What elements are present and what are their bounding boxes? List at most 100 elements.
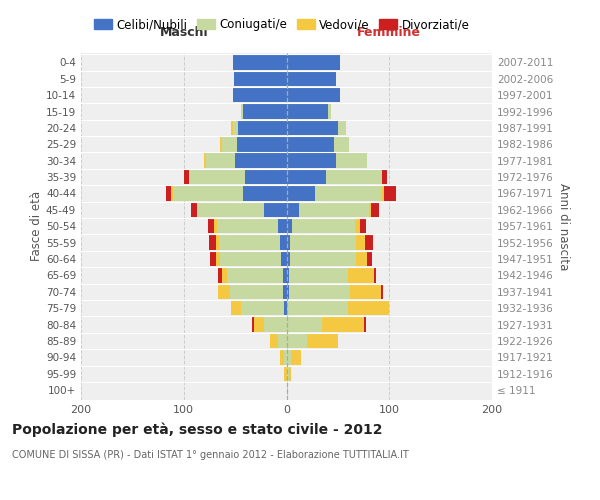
Bar: [215, 236, 218, 250]
Bar: [287, 268, 289, 282]
Bar: [367, 252, 372, 266]
Bar: [287, 252, 290, 266]
Bar: [369, 202, 371, 217]
Bar: [322, 318, 364, 332]
Bar: [218, 268, 222, 282]
Bar: [218, 284, 230, 299]
Bar: [217, 219, 278, 234]
Bar: [289, 284, 350, 299]
Bar: [278, 219, 287, 234]
Bar: [284, 366, 287, 381]
Bar: [336, 154, 367, 168]
Bar: [208, 219, 214, 234]
Bar: [244, 186, 287, 200]
Bar: [172, 186, 173, 200]
Bar: [209, 236, 215, 250]
Bar: [290, 236, 356, 250]
Bar: [237, 137, 287, 152]
Bar: [287, 301, 348, 316]
Bar: [287, 318, 322, 332]
Bar: [348, 268, 374, 282]
Bar: [287, 284, 289, 299]
Bar: [254, 318, 264, 332]
Bar: [292, 219, 355, 234]
Text: Maschi: Maschi: [160, 26, 208, 38]
Bar: [287, 350, 290, 364]
Bar: [284, 350, 287, 364]
Bar: [233, 120, 238, 135]
Text: Femmine: Femmine: [357, 26, 421, 38]
Bar: [287, 137, 334, 152]
Bar: [287, 120, 338, 135]
Bar: [206, 154, 235, 168]
Bar: [234, 72, 287, 86]
Bar: [233, 88, 287, 102]
Bar: [251, 318, 254, 332]
Bar: [287, 334, 307, 348]
Bar: [211, 252, 215, 266]
Bar: [233, 55, 287, 70]
Bar: [197, 202, 264, 217]
Bar: [280, 236, 287, 250]
Bar: [287, 72, 336, 86]
Bar: [287, 55, 340, 70]
Bar: [231, 301, 241, 316]
Bar: [166, 186, 172, 200]
Bar: [222, 137, 237, 152]
Bar: [220, 252, 281, 266]
Bar: [287, 202, 299, 217]
Bar: [382, 170, 387, 184]
Bar: [235, 154, 287, 168]
Bar: [230, 284, 283, 299]
Bar: [355, 219, 361, 234]
Bar: [384, 186, 397, 200]
Bar: [214, 219, 217, 234]
Bar: [283, 284, 287, 299]
Bar: [245, 170, 287, 184]
Bar: [241, 301, 284, 316]
Bar: [382, 186, 384, 200]
Bar: [191, 202, 197, 217]
Bar: [287, 88, 340, 102]
Bar: [287, 104, 328, 118]
Bar: [361, 219, 365, 234]
Legend: Celibi/Nubili, Coniugati/e, Vedovi/e, Divorziati/e: Celibi/Nubili, Coniugati/e, Vedovi/e, Di…: [89, 14, 475, 36]
Bar: [299, 202, 369, 217]
Bar: [374, 268, 376, 282]
Bar: [326, 170, 382, 184]
Y-axis label: Anni di nascita: Anni di nascita: [557, 182, 570, 270]
Bar: [244, 104, 287, 118]
Bar: [289, 366, 290, 381]
Bar: [287, 170, 326, 184]
Bar: [215, 252, 220, 266]
Bar: [287, 366, 289, 381]
Bar: [220, 137, 222, 152]
Y-axis label: Fasce di età: Fasce di età: [30, 191, 43, 262]
Bar: [356, 252, 367, 266]
Bar: [189, 170, 245, 184]
Bar: [241, 104, 244, 118]
Bar: [328, 104, 331, 118]
Bar: [364, 318, 365, 332]
Bar: [278, 334, 287, 348]
Bar: [381, 284, 383, 299]
Bar: [287, 236, 290, 250]
Bar: [227, 268, 283, 282]
Bar: [334, 137, 349, 152]
Bar: [350, 284, 381, 299]
Bar: [270, 334, 278, 348]
Bar: [184, 170, 189, 184]
Bar: [290, 350, 301, 364]
Bar: [173, 186, 244, 200]
Bar: [287, 186, 315, 200]
Bar: [365, 236, 373, 250]
Bar: [264, 318, 287, 332]
Bar: [356, 236, 365, 250]
Text: Popolazione per età, sesso e stato civile - 2012: Popolazione per età, sesso e stato civil…: [12, 422, 383, 437]
Bar: [231, 120, 233, 135]
Bar: [348, 301, 389, 316]
Bar: [284, 301, 287, 316]
Bar: [287, 154, 336, 168]
Bar: [283, 268, 287, 282]
Bar: [315, 186, 382, 200]
